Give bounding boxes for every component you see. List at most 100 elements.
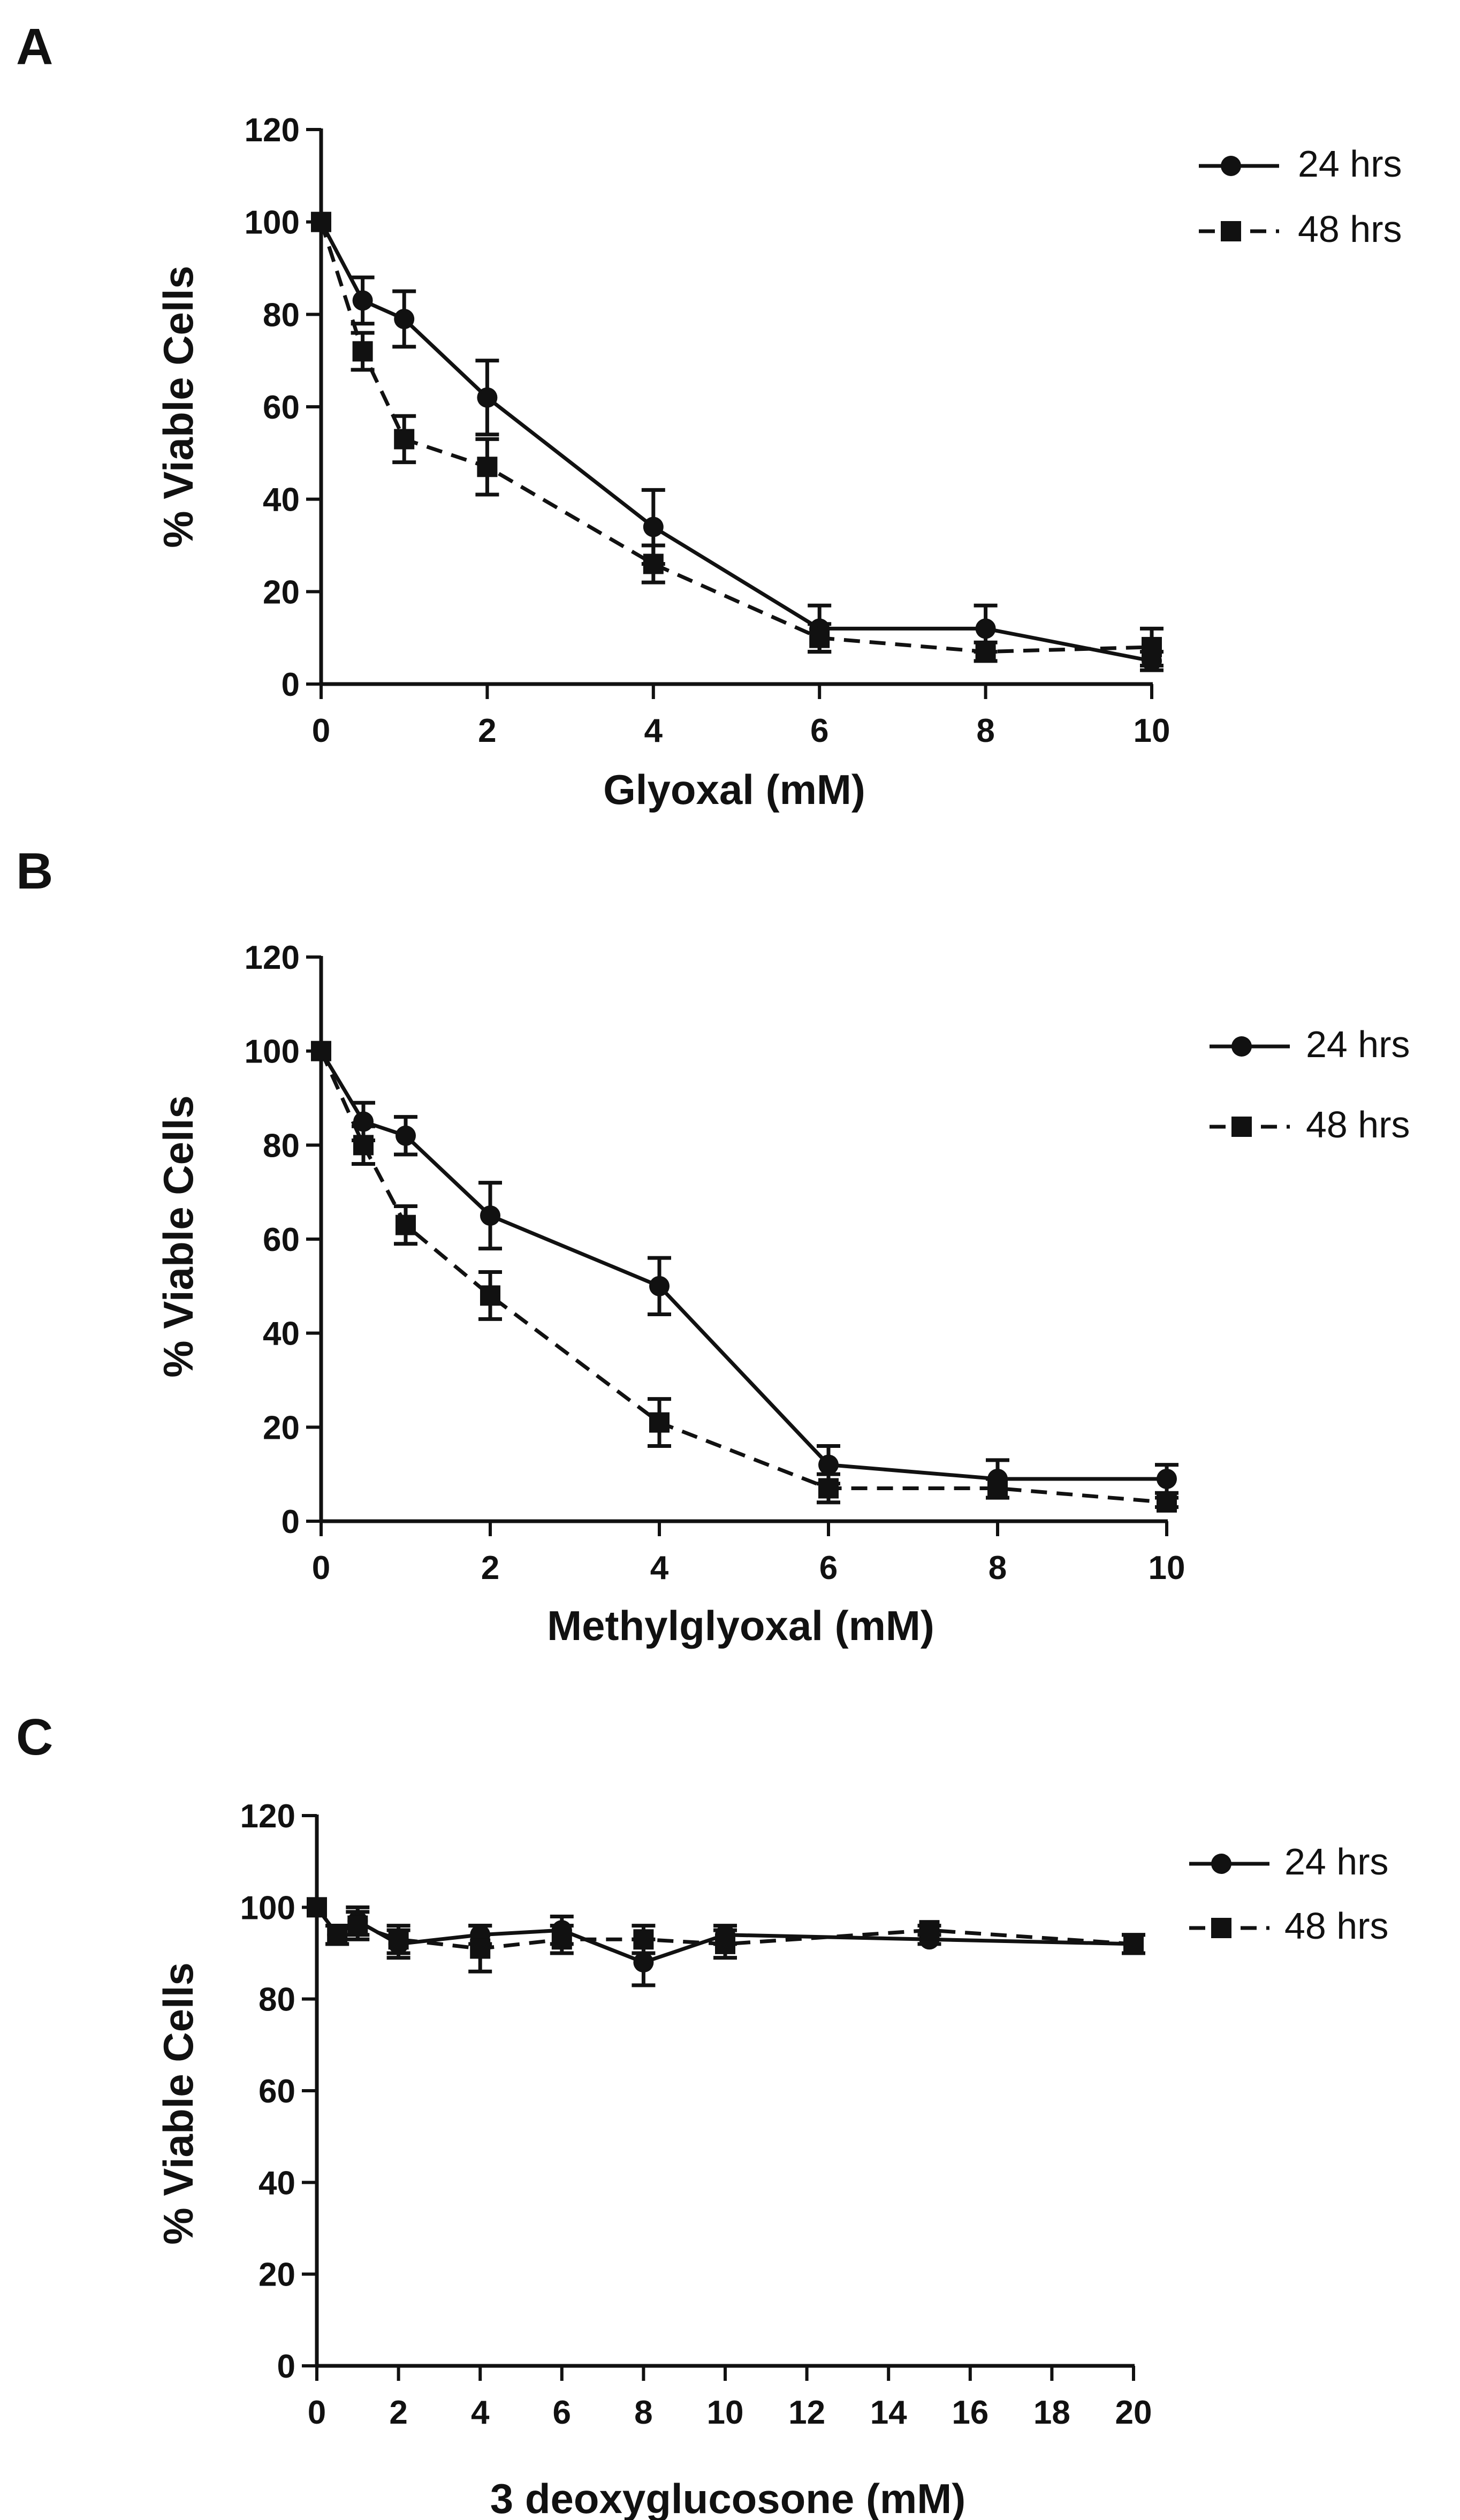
x-tick-label-20-c: 20 [1115,2394,1152,2431]
data-point-24hrs-7-b [1157,1468,1177,1489]
x-tick-label-8-c: 8 [634,2394,652,2431]
data-point-24hrs-3-b [480,1205,500,1226]
y-tick-label-40-c: 40 [258,2165,295,2202]
x-tick-label-16-c: 16 [952,2394,988,2431]
data-point-48hrs-2-c [347,1915,368,1936]
panel-letter-b: B [16,842,53,900]
x-axis-title-b: Methylglyoxal (mM) [547,1602,934,1649]
data-point-48hrs-6-b [987,1478,1008,1499]
x-tick-label-2-b: 2 [481,1550,499,1587]
legend-label-24hrs-b: 24 hrs [1306,1023,1410,1065]
x-tick-label-18-c: 18 [1033,2394,1070,2431]
data-point-48hrs-7-a [1142,636,1162,657]
data-point-48hrs-4-b [649,1412,670,1433]
data-point-48hrs-3-c [388,1929,409,1950]
x-tick-label-8-a: 8 [976,712,994,749]
y-tick-label-120-c: 120 [240,1798,295,1835]
y-tick-label-40-b: 40 [263,1316,300,1353]
series-48hrs-a [311,211,1164,667]
x-tick-label-10-b: 10 [1149,1550,1185,1587]
data-point-48hrs-2-b [396,1215,416,1235]
legend-label-24hrs-c: 24 hrs [1284,1841,1389,1883]
data-point-48hrs-9-c [1123,1933,1144,1954]
data-point-24hrs-6-c [633,1952,654,1973]
x-tick-label-6-a: 6 [810,712,828,749]
data-point-48hrs-3-b [480,1285,500,1306]
data-point-48hrs-1-b [353,1135,374,1156]
x-tick-label-4-a: 4 [644,712,663,749]
x-tick-label-10-c: 10 [707,2394,744,2431]
series-line-48hrs-b [319,1050,1167,1505]
data-point-48hrs-4-a [643,553,664,574]
y-axis-title-c: % Viable Cells [155,1962,202,2245]
y-tick-label-60-a: 60 [263,389,300,426]
data-point-48hrs-7-c [715,1933,735,1954]
x-tick-label-0-a: 0 [312,712,330,749]
legend-label-48hrs-a: 48 hrs [1298,208,1402,250]
panel-a: A % Viable Cells Glyoxal (mM) 0204060801… [16,18,1402,813]
x-tick-label-10-a: 10 [1134,712,1170,749]
data-point-24hrs-4-b [649,1276,670,1296]
panel-c: C % Viable Cells 3 deoxyglucosone (mM) 0… [16,1709,1389,2520]
data-point-48hrs-0-c [307,1897,327,1918]
y-axis-title-a: % Viable Cells [155,265,202,548]
y-tick-label-80-b: 80 [263,1127,300,1164]
series-48hrs-c [307,1897,1145,1974]
data-point-48hrs-2-a [394,429,415,450]
series-line-24hrs-c [315,1906,1134,1964]
data-point-48hrs-4-c [470,1938,491,1959]
data-point-48hrs-0-a [311,211,331,232]
x-tick-label-4-b: 4 [650,1550,669,1587]
data-point-48hrs-6-a [975,641,996,662]
y-tick-label-120-a: 120 [245,112,300,149]
data-point-48hrs-5-a [809,627,830,648]
legend-marker-48hrs-b [1231,1117,1252,1137]
plot-area-a: 0 20 40 60 80 100 120 0 2 4 6 8 10 [245,112,1170,749]
data-point-24hrs-1-a [352,290,373,311]
data-point-48hrs-0-b [311,1041,331,1061]
panel-letter-c: C [16,1709,53,1766]
x-tick-label-14-c: 14 [870,2394,907,2431]
x-tick-label-0-b: 0 [312,1550,330,1587]
data-point-48hrs-8-c [919,1920,940,1941]
plot-area-c: 0 20 40 60 80 100 120 0 2 4 6 8 10 12 14 16 18 20 [240,1798,1152,2431]
legend-label-24hrs-a: 24 hrs [1298,143,1402,185]
legend-marker-48hrs-a [1221,221,1241,241]
y-tick-label-60-c: 60 [258,2073,295,2110]
series-line-48hrs-a [319,221,1152,654]
panel-b: B % Viable Cells Methylglyoxal (mM) 0204… [16,842,1410,1649]
legend-marker-48hrs-c [1211,1918,1231,1938]
x-tick-label-6-b: 6 [819,1550,838,1587]
data-point-48hrs-6-c [633,1929,654,1950]
y-tick-label-20-b: 20 [263,1409,300,1446]
data-point-24hrs-3-a [477,387,498,408]
x-tick-label-2-c: 2 [389,2394,407,2431]
y-tick-label-0-b: 0 [282,1504,300,1540]
data-point-24hrs-4-a [643,517,664,537]
series-48hrs-b [311,1041,1178,1513]
data-point-24hrs-2-a [394,308,415,329]
x-tick-label-12-c: 12 [788,2394,825,2431]
y-tick-label-100-c: 100 [240,1889,295,1926]
x-tick-label-8-b: 8 [988,1550,1007,1587]
x-axis-title-c: 3 deoxyglucosone (mM) [490,2475,965,2520]
data-point-24hrs-6-a [975,618,996,639]
y-axis-title-b: % Viable Cells [155,1095,202,1378]
x-tick-label-4-c: 4 [471,2394,490,2431]
y-tick-label-20-c: 20 [258,2257,295,2294]
series-line-24hrs-b [319,1050,1167,1481]
legend-a: 24 hrs 48 hrs [1199,143,1402,250]
series-24hrs-b [311,1041,1178,1500]
data-point-48hrs-1-a [352,341,373,362]
y-tick-label-100-b: 100 [245,1034,300,1071]
legend-marker-24hrs-a [1221,156,1241,176]
x-axis-title-a: Glyoxal (mM) [603,766,865,813]
data-point-24hrs-5-b [818,1454,839,1475]
legend-marker-24hrs-c [1211,1854,1231,1874]
data-point-48hrs-1-c [327,1924,348,1945]
data-point-24hrs-2-b [396,1125,416,1146]
y-tick-label-0-c: 0 [277,2348,295,2385]
panel-letter-a: A [16,18,53,75]
legend-marker-24hrs-b [1231,1036,1252,1057]
y-tick-label-40-a: 40 [263,482,300,519]
